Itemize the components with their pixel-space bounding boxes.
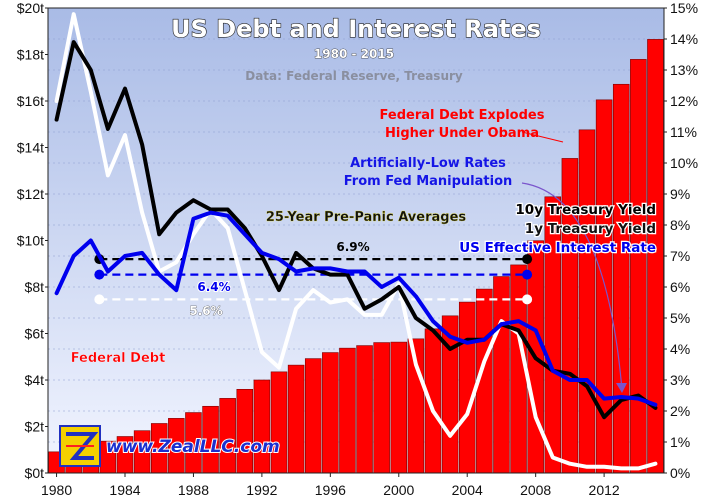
right-tick-label: 1% [670,434,690,450]
debt-bar [219,398,236,474]
left-tick-label: $2t [25,419,45,435]
x-tick-label: 1992 [246,482,277,498]
x-axis-ticks: 1980 1984 1988 1992 1996 2000 2004 2008 2012 [41,473,620,498]
rate-lines [54,12,658,471]
annotation-low-rates-1: Artificially-Low Rates [350,156,506,171]
legend-10y: 10y Treasury Yield [515,202,656,218]
brand-url: www.ZealLLC.com [106,437,280,457]
right-tick-label: 11% [670,124,697,140]
average-end-dot [522,294,533,305]
annotation-low-rates-arrowhead [616,383,627,393]
debt-bar [578,129,596,474]
averages-title: 25-Year Pre-Panic Averages [266,210,467,225]
federal-debt-label: Federal Debt [71,351,166,366]
annotation-debt-explodes-2: Higher Under Obama [385,126,539,141]
right-tick-label: 14% [670,31,698,47]
debt-bar [630,59,647,474]
series-line [54,210,658,407]
right-tick-label: 9% [670,186,690,202]
right-tick-label: 12% [670,93,698,109]
left-tick-label: $4t [25,372,45,388]
right-tick-label: 15% [670,0,698,16]
average-start-dot [94,269,105,280]
x-tick-label: 2000 [383,482,414,498]
right-tick-label: 3% [670,372,690,388]
right-tick-label: 6% [670,279,690,295]
debt-bar [339,347,356,474]
legend-1y: 1y Treasury Yield [525,221,656,237]
debt-bar [287,364,305,474]
chart-title: US Debt and Interest Rates [171,15,541,43]
debt-bar [270,371,288,474]
avg-label-1y: 5.6% [189,304,222,318]
right-tick-label: 2% [670,403,690,419]
debt-bar [236,388,254,474]
right-tick-label: 4% [670,341,690,357]
chart-subtitle: 1980 - 2015 [314,47,394,61]
right-tick-label: 8% [670,217,690,233]
zeal-logo [59,425,101,467]
average-end-dot [522,254,533,265]
debt-bar [390,341,408,474]
x-tick-label: 1996 [315,482,346,498]
right-tick-label: 10% [670,155,698,171]
debt-bar [493,276,510,474]
avg-label-10y: 6.9% [336,240,369,254]
avg-label-eff: 6.4% [197,280,230,294]
debt-bar [356,345,373,474]
debt-bar [612,83,630,474]
annotation-debt-arrow [521,131,564,143]
right-tick-label: 0% [670,465,690,481]
left-tick-label: $18t [17,47,44,63]
x-tick-label: 1984 [109,482,140,498]
plot-frame [47,7,665,474]
annotation-low-rates-2: From Fed Manipulation [344,174,513,189]
legend-eff: US Effective Interest Rate [459,240,656,256]
series-line [54,12,658,471]
right-tick-label: 5% [670,310,690,326]
x-tick-label: 2004 [452,482,483,498]
debt-bar [304,358,322,474]
debt-bar [544,196,562,474]
right-tick-label: 13% [670,62,698,78]
left-tick-label: $14t [17,140,44,156]
average-start-dot [94,294,105,305]
right-tick-label: 7% [670,248,690,264]
x-tick-label: 1980 [41,482,72,498]
debt-bar [373,342,390,474]
left-tick-label: $20t [17,0,44,16]
right-axis-ticks: 0% 1% 2% 3% 4% 5% 6% 7% 8% 9% 10% 11% 12% 13% 14% 15% [664,0,698,481]
left-tick-label: $10t [17,233,44,249]
left-tick-label: $0t [25,465,45,481]
chart-source: Data: Federal Reserve, Treasury [245,69,463,83]
left-tick-label: $6t [25,326,45,342]
left-tick-label: $8t [25,279,45,295]
x-tick-label: 1988 [178,482,209,498]
average-lines [94,254,533,305]
debt-bar [253,379,271,474]
left-tick-label: $16t [17,93,44,109]
left-tick-label: $12t [17,186,44,202]
annotation-low-rates-arrow [521,182,623,391]
x-tick-label: 2012 [589,482,620,498]
debt-bar [458,301,476,474]
average-end-dot [522,269,533,280]
debt-bar [322,352,339,474]
x-tick-label: 2008 [520,482,551,498]
annotation-debt-explodes-1: Federal Debt Explodes [380,108,545,123]
